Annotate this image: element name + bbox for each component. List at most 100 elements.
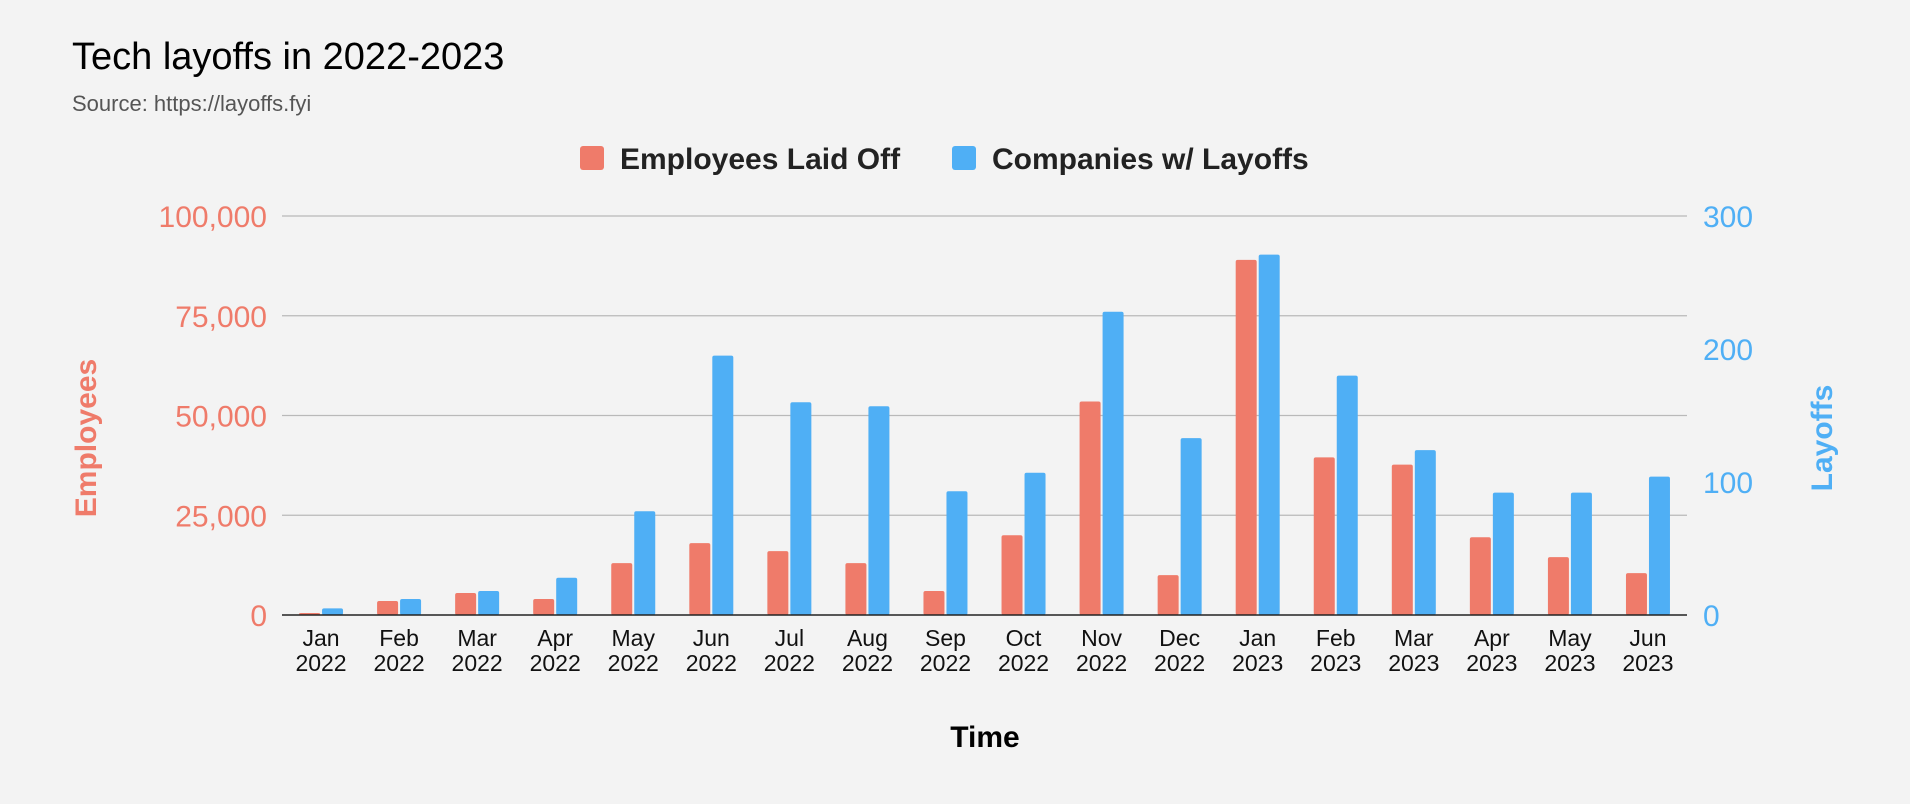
bars <box>299 254 1670 615</box>
x-tick-year: 2022 <box>1076 650 1127 676</box>
x-tick-month: May <box>612 625 656 651</box>
legend-label-employees: Employees Laid Off <box>620 143 901 176</box>
bar-employees-laid-off <box>377 601 399 615</box>
bar-employees-laid-off <box>1235 259 1257 615</box>
y-axis-left-label: Employees <box>70 359 103 517</box>
x-tick-month: Jun <box>693 625 730 651</box>
x-tick-month: Oct <box>1006 625 1042 651</box>
x-tick-year: 2022 <box>686 650 737 676</box>
x-tick-label: Jan 2022 <box>295 625 346 676</box>
bar-employees-laid-off <box>689 543 711 615</box>
legend: Employees Laid Off Companies w/ Layoffs <box>580 143 1309 176</box>
x-tick-year: 2022 <box>452 650 503 676</box>
bar-employees-laid-off <box>1157 575 1179 615</box>
bar-companies-with-layoffs <box>634 511 656 615</box>
y-axis-right-label: Layoffs <box>1806 385 1839 492</box>
y-tick-right-label: 0 <box>1703 600 1720 633</box>
y-tick-right-label: 300 <box>1703 201 1753 234</box>
x-tick-label: Mar 2022 <box>452 625 503 676</box>
x-tick-month: Feb <box>1316 625 1356 651</box>
bar-companies-with-layoffs <box>1570 492 1592 615</box>
bar-companies-with-layoffs <box>1492 492 1514 615</box>
gridlines <box>282 215 1687 516</box>
x-tick-label: Jan 2023 <box>1232 625 1283 676</box>
y-tick-right-label: 200 <box>1703 334 1753 367</box>
x-tick-year: 2022 <box>998 650 1049 676</box>
bar-employees-laid-off <box>845 563 867 615</box>
bar-companies-with-layoffs <box>790 402 812 615</box>
y-tick-left-label: 25,000 <box>175 500 267 533</box>
x-tick-year: 2022 <box>295 650 346 676</box>
bar-companies-with-layoffs <box>1024 472 1046 615</box>
bar-employees-laid-off <box>1313 457 1335 615</box>
x-tick-label: Oct 2022 <box>998 625 1049 676</box>
x-tick-year: 2023 <box>1232 650 1283 676</box>
x-tick-month: Apr <box>537 625 573 651</box>
x-tick-year: 2022 <box>1154 650 1205 676</box>
bar-employees-laid-off <box>1625 573 1647 615</box>
bar-companies-with-layoffs <box>478 591 500 615</box>
x-tick-label: Dec 2022 <box>1154 625 1205 676</box>
x-tick-month: Nov <box>1081 625 1122 651</box>
x-tick-label: Mar 2023 <box>1388 625 1439 676</box>
bar-companies-with-layoffs <box>1102 311 1124 615</box>
x-tick-month: Mar <box>1394 625 1434 651</box>
x-tick-year: 2022 <box>920 650 971 676</box>
x-tick-month: Jul <box>775 625 804 651</box>
x-tick-month: Sep <box>925 625 966 651</box>
x-tick-label: May 2022 <box>608 625 659 676</box>
bar-employees-laid-off <box>455 593 477 615</box>
bar-companies-with-layoffs <box>322 608 344 615</box>
bar-employees-laid-off <box>767 551 789 615</box>
legend-swatch-companies <box>952 146 976 170</box>
bar-companies-with-layoffs <box>868 406 890 615</box>
bar-companies-with-layoffs <box>712 355 734 615</box>
x-tick-label: Apr 2023 <box>1466 625 1517 676</box>
x-tick-label: Apr 2022 <box>530 625 581 676</box>
x-tick-year: 2023 <box>1388 650 1439 676</box>
x-tick-label: May 2023 <box>1544 625 1595 676</box>
bar-employees-laid-off <box>923 591 945 615</box>
x-tick-year: 2022 <box>373 650 424 676</box>
bar-employees-laid-off <box>1391 464 1413 615</box>
x-tick-month: Aug <box>847 625 888 651</box>
y-tick-left-label: 50,000 <box>175 401 267 434</box>
y-tick-left-label: 75,000 <box>175 301 267 334</box>
x-tick-year: 2023 <box>1310 650 1361 676</box>
x-tick-year: 2022 <box>608 650 659 676</box>
x-tick-year: 2022 <box>764 650 815 676</box>
x-tick-month: Apr <box>1474 625 1510 651</box>
x-tick-month: Feb <box>379 625 419 651</box>
x-tick-label: Feb 2023 <box>1310 625 1361 676</box>
y-tick-left-label: 100,000 <box>159 201 267 234</box>
y-axis-right-ticks: 0 100 200 300 <box>1703 201 1753 633</box>
y-tick-right-label: 100 <box>1703 467 1753 500</box>
bar-companies-with-layoffs <box>1414 450 1436 615</box>
bar-employees-laid-off <box>1001 535 1023 615</box>
bar-employees-laid-off <box>533 599 555 615</box>
x-tick-label: Nov 2022 <box>1076 625 1127 676</box>
x-tick-month: May <box>1548 625 1592 651</box>
legend-label-companies: Companies w/ Layoffs <box>992 143 1309 176</box>
bar-companies-with-layoffs <box>556 577 578 615</box>
x-tick-year: 2023 <box>1622 650 1673 676</box>
bar-companies-with-layoffs <box>946 491 968 615</box>
x-tick-label: Sep 2022 <box>920 625 971 676</box>
x-tick-label: Aug 2022 <box>842 625 893 676</box>
bar-companies-with-layoffs <box>1180 438 1202 615</box>
bar-companies-with-layoffs <box>400 599 422 615</box>
x-tick-label: Jul 2022 <box>764 625 815 676</box>
bar-companies-with-layoffs <box>1336 375 1358 615</box>
x-tick-label: Jun 2023 <box>1622 625 1673 676</box>
bar-companies-with-layoffs <box>1258 254 1280 615</box>
x-tick-year: 2023 <box>1544 650 1595 676</box>
x-tick-month: Jun <box>1629 625 1666 651</box>
legend-swatch-employees <box>580 146 604 170</box>
x-tick-year: 2022 <box>842 650 893 676</box>
x-tick-month: Jan <box>302 625 339 651</box>
x-tick-label: Feb 2022 <box>373 625 424 676</box>
x-tick-month: Jan <box>1239 625 1276 651</box>
